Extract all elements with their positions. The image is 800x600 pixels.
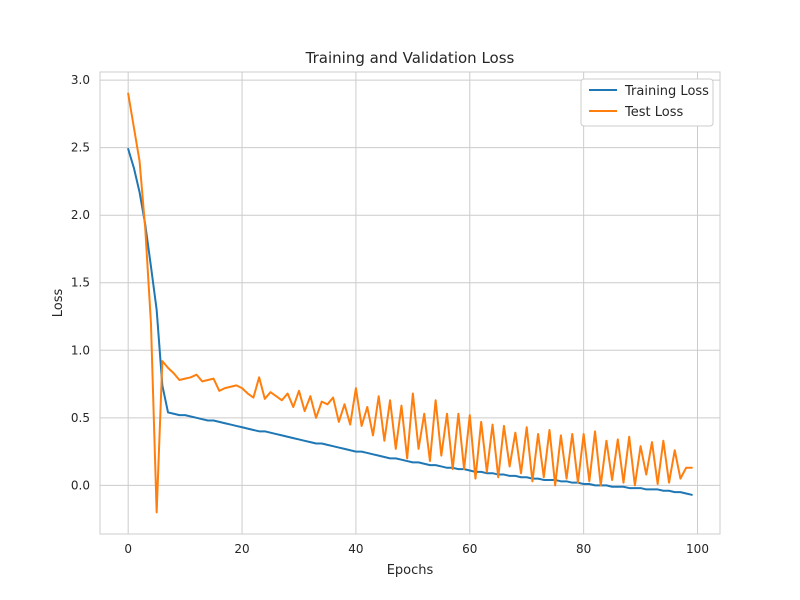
y-tick-label: 3.0 — [71, 73, 90, 87]
x-axis-label: Epochs — [387, 563, 434, 578]
y-tick-label: 2.5 — [71, 141, 90, 155]
tick-labels: 0 20 40 60 80 100 0.0 0.5 1.0 1.5 2.0 2.5 3.0 — [71, 73, 709, 556]
legend: Training Loss Test Loss — [580, 78, 714, 127]
x-tick-label: 20 — [234, 542, 249, 556]
y-tick-label: 0.5 — [71, 411, 90, 425]
grid-lines — [100, 72, 720, 534]
plot-area — [99, 71, 721, 535]
series-layer — [127, 92, 693, 514]
x-tick-label: 60 — [462, 542, 477, 556]
y-tick-label: 1.5 — [71, 276, 90, 290]
y-tick-label: 2.0 — [71, 208, 90, 222]
series-line-training-loss — [127, 148, 693, 496]
y-tick-label: 0.0 — [71, 478, 90, 492]
x-tick-label: 0 — [124, 542, 132, 556]
x-tick-label: 100 — [686, 542, 709, 556]
legend-label-training-loss: Training Loss — [624, 84, 709, 99]
x-tick-label: 40 — [348, 542, 363, 556]
series-line-test-loss — [127, 92, 693, 514]
legend-label-test-loss: Test Loss — [624, 105, 683, 120]
chart-title: Training and Validation Loss — [305, 49, 515, 67]
x-tick-label: 80 — [576, 542, 591, 556]
y-axis-label: Loss — [51, 289, 66, 318]
y-tick-label: 1.0 — [71, 343, 90, 357]
